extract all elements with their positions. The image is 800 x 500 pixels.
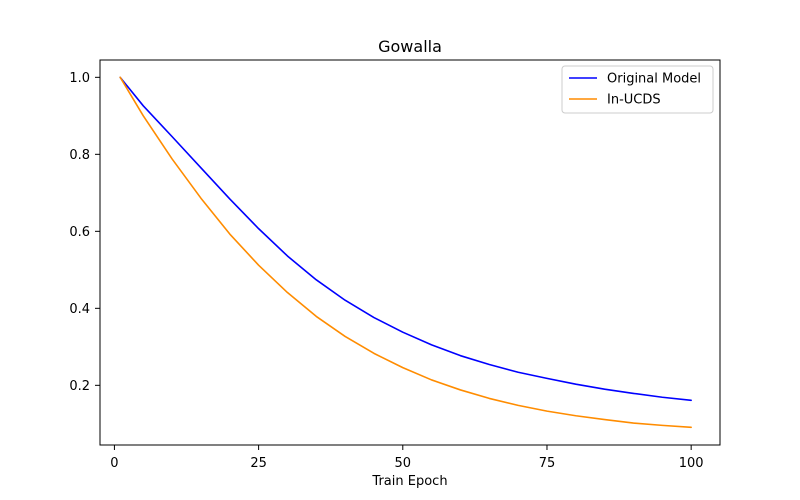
y-tick-label: 0.8	[69, 148, 90, 163]
y-axis: 0.2 0.4 0.6 0.8 1.0	[69, 71, 100, 394]
legend-box	[561, 65, 714, 114]
x-tick-label: 0	[110, 456, 118, 471]
y-tick-label: 0.4	[69, 302, 90, 317]
x-axis: 0 25 50 75 100	[110, 445, 704, 471]
x-tick-label: 100	[679, 456, 704, 471]
plot-frame	[99, 59, 721, 446]
x-tick-label: 50	[395, 456, 412, 471]
plot-area	[119, 76, 692, 429]
y-tick-label: 1.0	[69, 71, 90, 86]
x-tick-label: 25	[250, 456, 267, 471]
legend-label: Original Model	[607, 72, 701, 87]
legend: Original Model In-UCDS	[561, 65, 714, 114]
series-line-0	[119, 76, 692, 402]
legend-label: In-UCDS	[607, 93, 661, 108]
x-axis-label: Train Epoch	[371, 474, 447, 489]
y-tick-label: 0.2	[69, 379, 90, 394]
x-tick-label: 75	[539, 456, 556, 471]
chart-title: Gowalla	[378, 37, 442, 56]
y-tick-label: 0.6	[69, 225, 90, 240]
series-line-1	[119, 76, 692, 429]
